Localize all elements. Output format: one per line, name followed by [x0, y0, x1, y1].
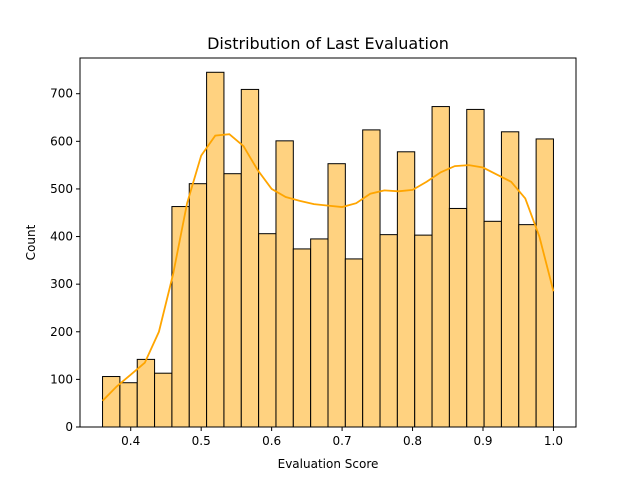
- kde-line: [101, 133, 555, 402]
- x-tick-label: 0.4: [121, 434, 140, 448]
- histogram-bar: [275, 140, 294, 428]
- histogram-bar: [154, 372, 173, 428]
- y-tick-label: 600: [50, 134, 73, 148]
- histogram-bar: [327, 163, 346, 428]
- histogram-bar: [292, 248, 312, 428]
- histogram-bar: [188, 183, 208, 428]
- x-axis-ticks: 0.4 0.5 0.6 0.7 0.8 0.9 1.0: [121, 427, 563, 448]
- histogram-bars: [102, 71, 554, 428]
- y-tick-label: 100: [50, 372, 73, 386]
- y-axis-ticks: 0 100 200 300 400 500 600 700: [50, 87, 80, 434]
- histogram-bar: [448, 207, 468, 428]
- histogram-bar: [119, 382, 138, 428]
- chart-title: Distribution of Last Evaluation: [207, 34, 449, 53]
- y-tick-label: 700: [50, 87, 73, 101]
- x-tick-label: 0.8: [403, 434, 422, 448]
- histogram-bar: [136, 358, 156, 428]
- histogram-bar: [362, 129, 381, 428]
- y-tick-label: 500: [50, 182, 73, 196]
- x-tick-label: 0.7: [333, 434, 352, 448]
- histogram-bar: [223, 173, 242, 428]
- histogram-bar: [518, 224, 537, 428]
- plot-frame: [79, 57, 577, 428]
- histogram-bar: [344, 258, 364, 428]
- histogram-bar: [240, 88, 260, 428]
- x-axis-label: Evaluation Score: [278, 457, 379, 471]
- histogram-bar: [310, 238, 329, 428]
- x-tick-label: 0.5: [192, 434, 211, 448]
- y-axis-label: Count: [24, 224, 38, 260]
- histogram-bar: [258, 233, 277, 428]
- histogram-bar: [483, 220, 502, 428]
- histogram-bar: [500, 131, 520, 428]
- histogram-bar: [102, 376, 121, 428]
- x-tick-label: 0.6: [262, 434, 281, 448]
- histogram-bar: [206, 71, 225, 428]
- histogram-bar: [379, 234, 398, 428]
- x-tick-label: 1.0: [544, 434, 563, 448]
- histogram-bar: [466, 108, 485, 428]
- x-tick-label: 0.9: [473, 434, 492, 448]
- histogram-bar: [431, 106, 450, 428]
- y-tick-label: 200: [50, 325, 73, 339]
- y-tick-label: 400: [50, 230, 73, 244]
- histogram-bar: [396, 151, 416, 428]
- histogram-bar: [414, 234, 433, 428]
- y-tick-label: 300: [50, 277, 73, 291]
- y-tick-label: 0: [65, 420, 73, 434]
